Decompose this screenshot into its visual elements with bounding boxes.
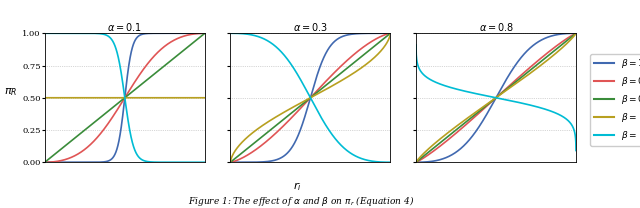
Y-axis label: $\pi_R$: $\pi_R$	[4, 86, 17, 98]
Text: Figure 1: The effect of $\alpha$ and $\beta$ on $\pi_r$ (Equation 4): Figure 1: The effect of $\alpha$ and $\b…	[188, 194, 414, 208]
Text: $r_i$: $r_i$	[293, 180, 302, 193]
Title: $\alpha = 0.8$: $\alpha = 0.8$	[479, 21, 513, 32]
Title: $\alpha = 0.3$: $\alpha = 0.3$	[293, 21, 328, 32]
Legend: $\beta = 1.0$, $\beta = 0.1$, $\beta = 0.0$, $\beta = -0.1$, $\beta = -1.0$: $\beta = 1.0$, $\beta = 0.1$, $\beta = 0…	[590, 54, 640, 146]
Title: $\alpha = 0.1$: $\alpha = 0.1$	[108, 21, 142, 32]
